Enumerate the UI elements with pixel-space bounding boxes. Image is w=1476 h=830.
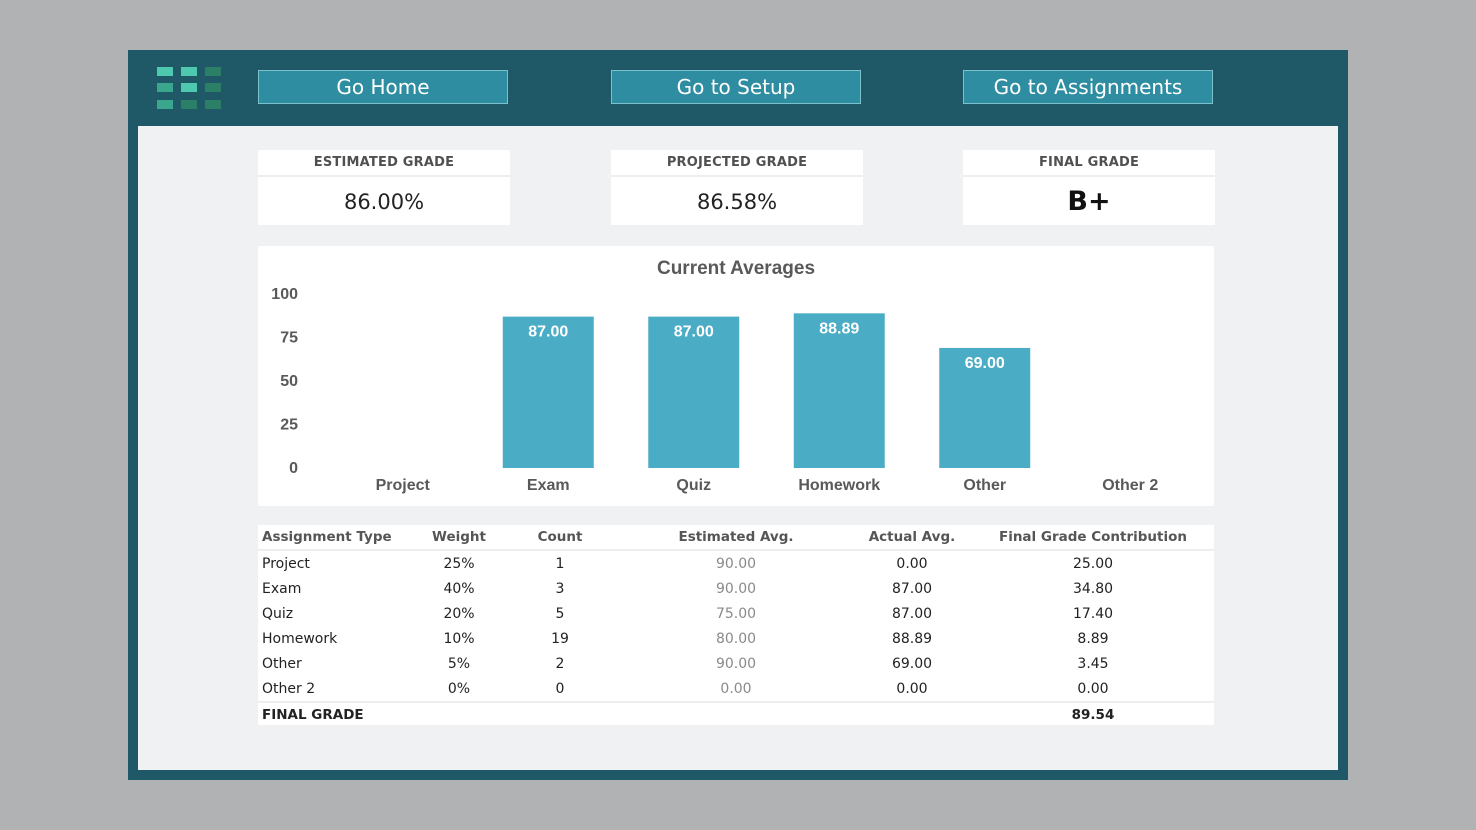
go-to-assignments-button[interactable]: Go to Assignments bbox=[963, 70, 1213, 104]
cell-count: 19 bbox=[551, 630, 569, 647]
bar-other bbox=[939, 347, 1031, 468]
cell-actual-avg: 87.00 bbox=[891, 580, 933, 597]
header-assignment-type: Assignment Type bbox=[258, 525, 418, 551]
cell-weight: 20% bbox=[443, 605, 475, 622]
current-averages-chart: Current Averages 100 75 50 25 0 Project 87.00 Ex… bbox=[258, 246, 1214, 506]
cell-actual-avg: 87.00 bbox=[891, 605, 933, 622]
bar-data-label: 87.00 bbox=[528, 324, 568, 341]
go-to-setup-button[interactable]: Go to Setup bbox=[611, 70, 861, 104]
final-grade-label: FINAL GRADE bbox=[963, 150, 1215, 177]
cell-estimated-avg: 90.00 bbox=[715, 580, 757, 597]
x-category-label: Other 2 bbox=[1102, 477, 1158, 494]
table-row: Exam 40% 3 90.00 87.00 34.80 bbox=[258, 576, 1214, 601]
cell-contribution: 3.45 bbox=[1077, 655, 1109, 672]
main-panel: ESTIMATED GRADE 86.00% PROJECTED GRADE 8… bbox=[138, 126, 1338, 770]
estimated-grade-label: ESTIMATED GRADE bbox=[258, 150, 510, 177]
chart-canvas: Current Averages 100 75 50 25 0 Project 87.00 Ex… bbox=[271, 258, 1158, 494]
cell-weight: 25% bbox=[443, 555, 475, 572]
cell-type: Quiz bbox=[262, 605, 294, 622]
cell-estimated-avg: 80.00 bbox=[715, 630, 757, 647]
cell-count: 5 bbox=[555, 605, 565, 622]
table-row: Other 2 0% 0 0.00 0.00 0.00 bbox=[258, 676, 1214, 702]
chart-title: Current Averages bbox=[657, 258, 815, 279]
final-grade-row-label: FINAL GRADE bbox=[258, 701, 418, 726]
cell-estimated-avg: 75.00 bbox=[715, 605, 757, 622]
final-grade-value: B+ bbox=[1067, 186, 1111, 217]
bar-data-label: 88.89 bbox=[819, 320, 859, 337]
final-grade-row-value: 89.54 bbox=[972, 701, 1214, 726]
y-tick-label: 0 bbox=[289, 460, 298, 477]
cell-weight: 5% bbox=[447, 655, 471, 672]
cell-actual-avg: 88.89 bbox=[891, 630, 933, 647]
grade-summary-table-box: Assignment Type Weight Count Estimated A… bbox=[258, 525, 1214, 726]
x-category-label: Other bbox=[963, 477, 1006, 494]
cell-type: Other bbox=[262, 655, 302, 672]
x-category-label: Homework bbox=[798, 477, 880, 494]
y-tick-label: 50 bbox=[280, 373, 298, 390]
bar-data-label: 87.00 bbox=[674, 324, 714, 341]
cell-contribution: 17.40 bbox=[1072, 605, 1114, 622]
x-category-label: Project bbox=[376, 477, 431, 494]
cell-weight: 10% bbox=[443, 630, 475, 647]
cell-contribution: 25.00 bbox=[1072, 555, 1114, 572]
cell-type: Other 2 bbox=[262, 680, 316, 697]
cell-count: 3 bbox=[555, 580, 565, 597]
final-grade-card: FINAL GRADE B+ bbox=[963, 150, 1215, 225]
bar-homework bbox=[793, 313, 885, 468]
cell-contribution: 0.00 bbox=[1077, 680, 1109, 697]
table-row: Quiz 20% 5 75.00 87.00 17.40 bbox=[258, 601, 1214, 626]
grid-logo-icon bbox=[157, 67, 223, 111]
projected-grade-card: PROJECTED GRADE 86.58% bbox=[611, 150, 863, 225]
cell-contribution: 34.80 bbox=[1072, 580, 1114, 597]
cell-estimated-avg: 90.00 bbox=[715, 555, 757, 572]
cell-contribution: 8.89 bbox=[1077, 630, 1109, 647]
cell-weight: 40% bbox=[443, 580, 475, 597]
header-actual-avg: Actual Avg. bbox=[852, 525, 972, 551]
final-grade-row: FINAL GRADE 89.54 bbox=[258, 701, 1214, 726]
cell-estimated-avg: 90.00 bbox=[715, 655, 757, 672]
y-tick-label: 100 bbox=[271, 286, 298, 303]
cell-type: Homework bbox=[262, 630, 338, 647]
bar-exam bbox=[502, 316, 594, 468]
table-row: Project 25% 1 90.00 0.00 25.00 bbox=[258, 550, 1214, 576]
cell-type: Project bbox=[262, 555, 310, 572]
estimated-grade-value: 86.00% bbox=[343, 190, 425, 214]
cell-actual-avg: 0.00 bbox=[896, 555, 928, 572]
header-estimated-avg: Estimated Avg. bbox=[620, 525, 852, 551]
table-row: Homework 10% 19 80.00 88.89 8.89 bbox=[258, 626, 1214, 651]
header-count: Count bbox=[500, 525, 620, 551]
cell-count: 0 bbox=[555, 680, 565, 697]
go-home-button[interactable]: Go Home bbox=[258, 70, 508, 104]
y-tick-label: 75 bbox=[280, 330, 298, 347]
bar-quiz bbox=[648, 316, 740, 468]
estimated-grade-card: ESTIMATED GRADE 86.00% bbox=[258, 150, 510, 225]
x-category-label: Quiz bbox=[676, 477, 711, 494]
cell-count: 1 bbox=[555, 555, 565, 572]
y-tick-label: 25 bbox=[280, 417, 298, 434]
table-row: Other 5% 2 90.00 69.00 3.45 bbox=[258, 651, 1214, 676]
cell-count: 2 bbox=[555, 655, 565, 672]
header-final-grade-contribution: Final Grade Contribution bbox=[972, 525, 1214, 551]
cell-actual-avg: 0.00 bbox=[896, 680, 928, 697]
projected-grade-label: PROJECTED GRADE bbox=[611, 150, 863, 177]
table-header-row: Assignment Type Weight Count Estimated A… bbox=[258, 525, 1214, 551]
header-weight: Weight bbox=[418, 525, 500, 551]
cell-estimated-avg: 0.00 bbox=[720, 680, 752, 697]
dashboard-frame: Go Home Go to Setup Go to Assignments ES… bbox=[128, 50, 1348, 780]
cell-weight: 0% bbox=[447, 680, 471, 697]
bar-data-label: 69.00 bbox=[965, 355, 1005, 372]
projected-grade-value: 86.58% bbox=[696, 190, 778, 214]
cell-type: Exam bbox=[262, 580, 302, 597]
cell-actual-avg: 69.00 bbox=[891, 655, 933, 672]
x-category-label: Exam bbox=[527, 477, 570, 494]
grade-summary-table: Assignment Type Weight Count Estimated A… bbox=[258, 525, 1214, 726]
